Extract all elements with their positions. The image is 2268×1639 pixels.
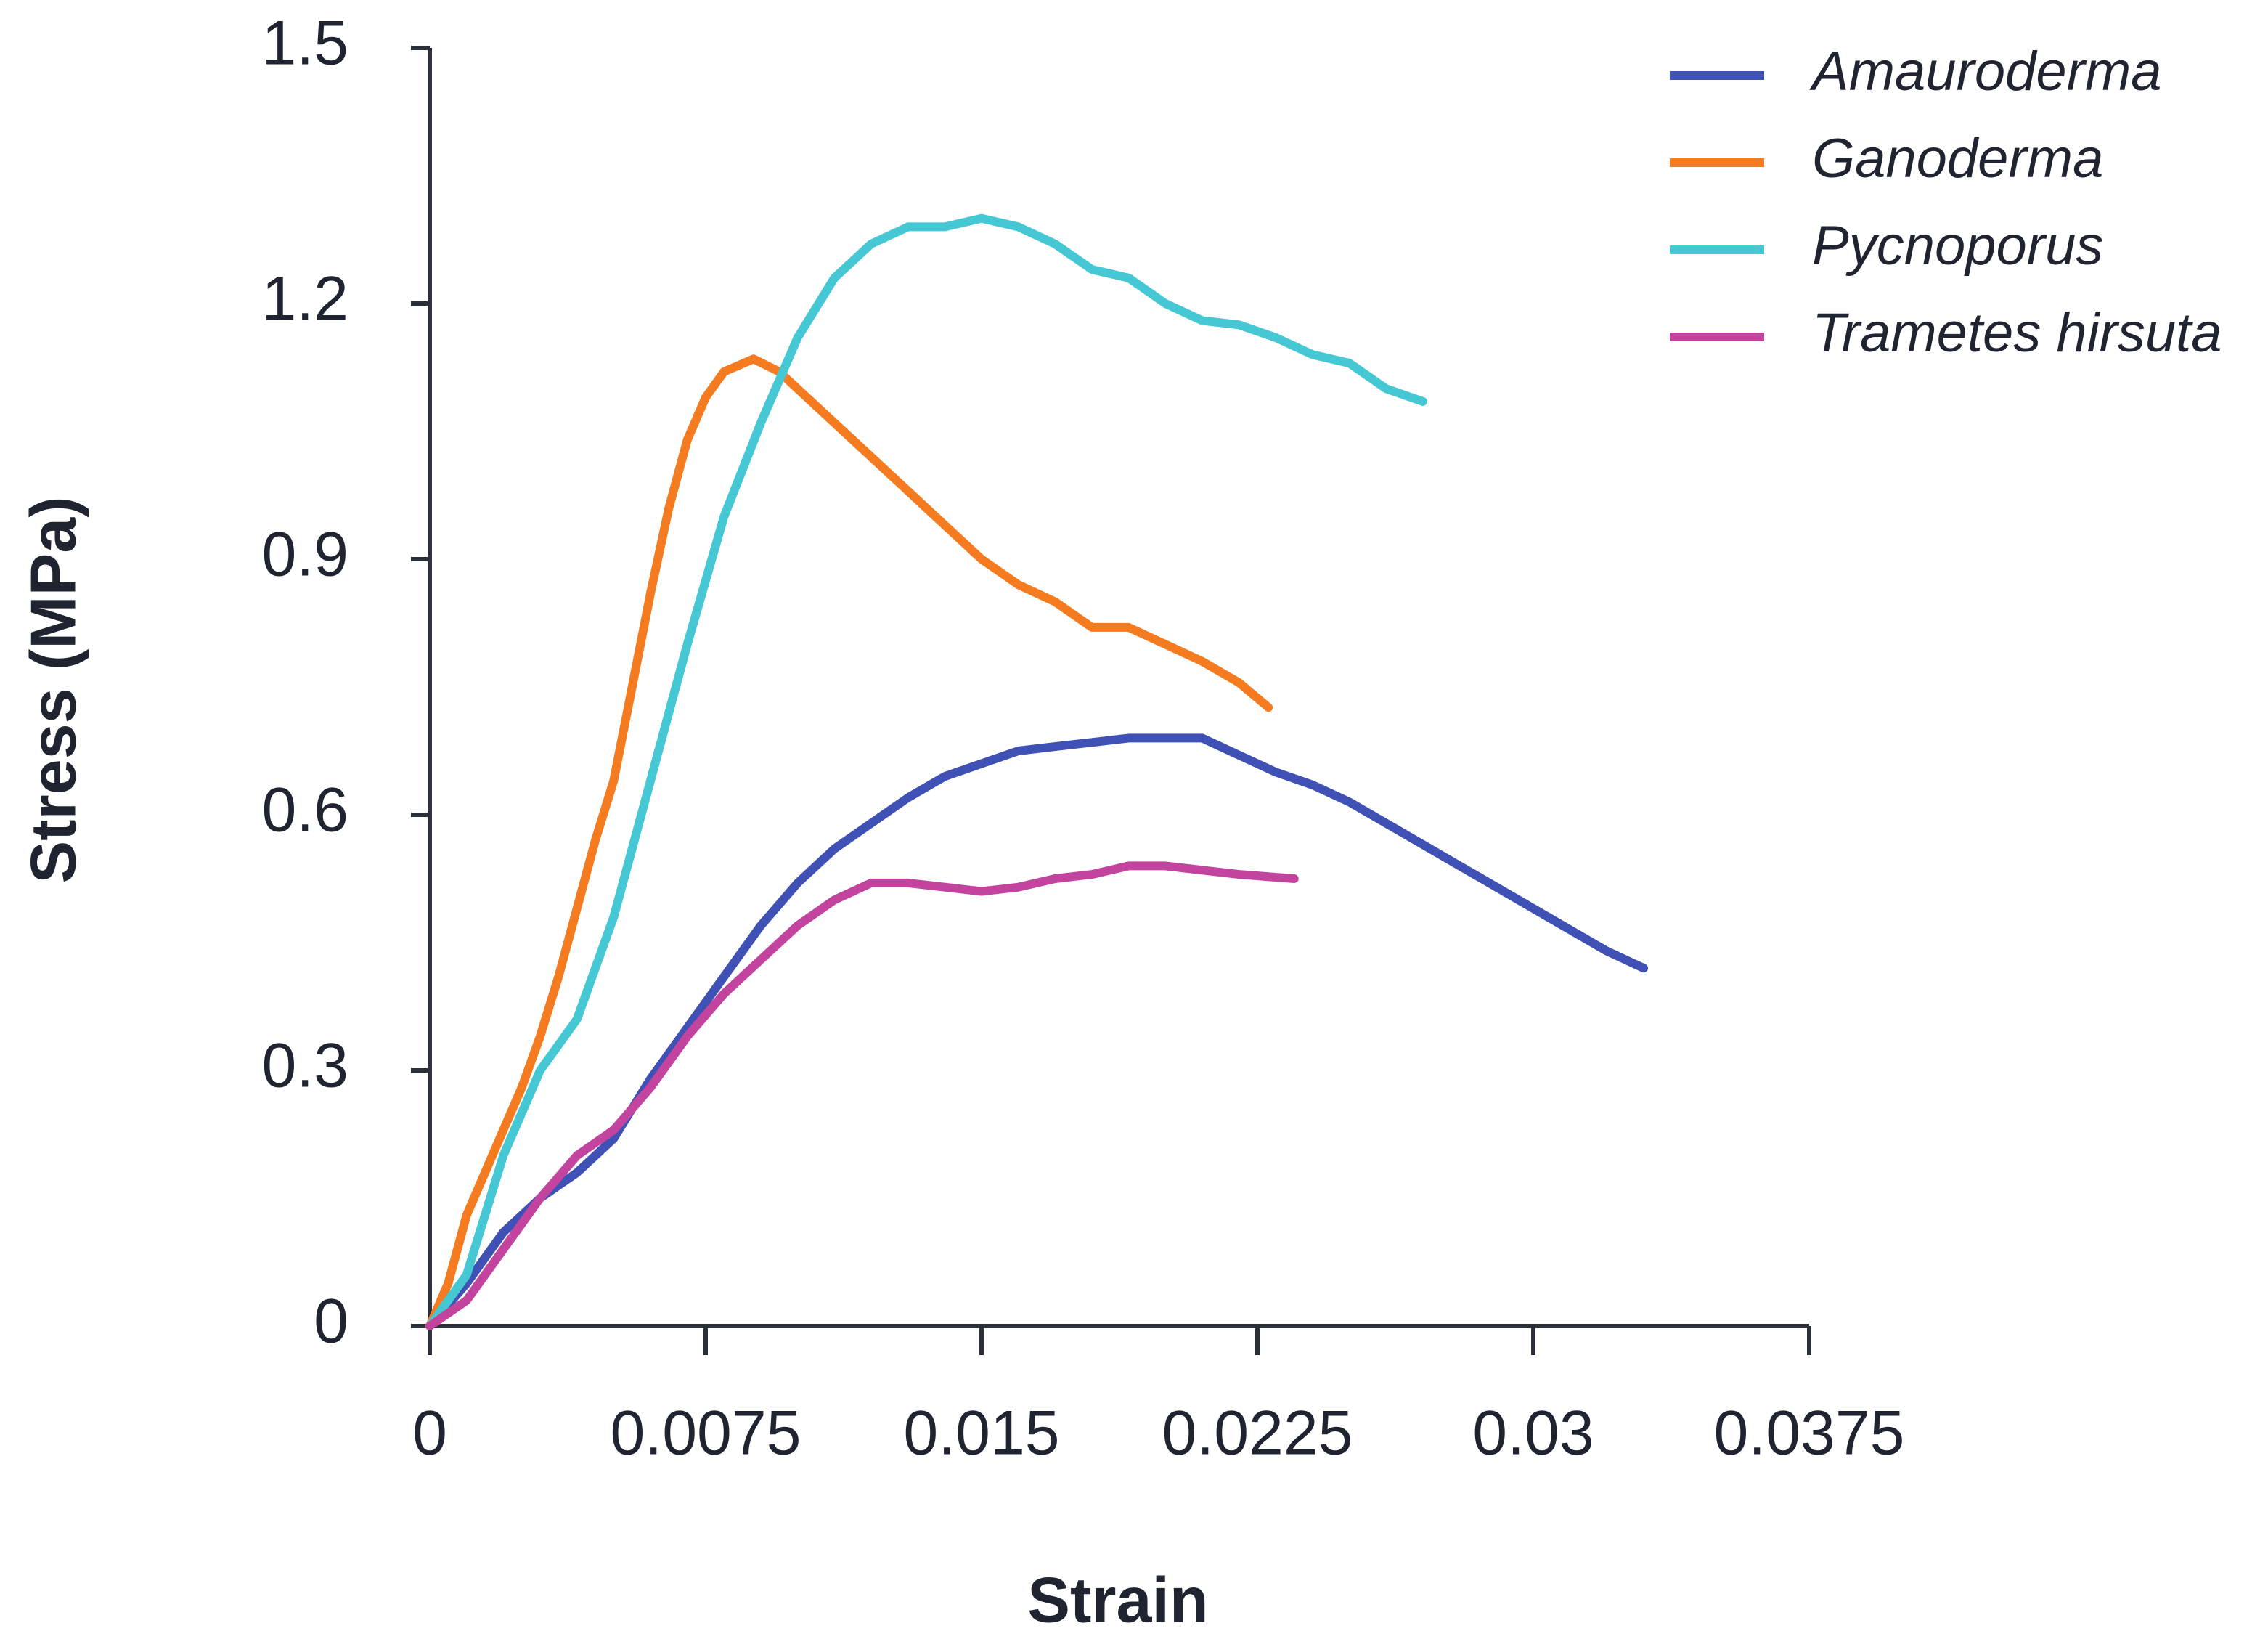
legend-label: Ganoderma: [1812, 128, 2103, 190]
series-line: [425, 733, 1648, 1330]
y-tick-label: 0.6: [261, 776, 348, 845]
y-tick-label: 1.2: [261, 264, 348, 334]
series-line: [425, 354, 1273, 1330]
x-tick-label: 0.0225: [1162, 1399, 1353, 1468]
y-axis-title: Stress (MPa): [17, 496, 89, 883]
legend-label: Pycnoporus: [1812, 215, 2103, 277]
legend-label: Amauroderma: [1809, 41, 2162, 102]
x-tick-label: 0.0075: [610, 1399, 801, 1468]
x-tick-label: 0.015: [903, 1399, 1059, 1468]
legend-label: Trametes hirsuta: [1812, 302, 2222, 364]
series-line: [425, 861, 1299, 1330]
series-line: [425, 213, 1427, 1330]
y-tick-label: 0.3: [261, 1031, 348, 1101]
x-axis-title: Strain: [1027, 1563, 1208, 1635]
y-tick-label: 0: [314, 1287, 348, 1357]
y-tick-label: 0.9: [261, 520, 348, 590]
y-tick-label: 1.5: [261, 9, 348, 78]
x-tick-label: 0.03: [1472, 1399, 1594, 1468]
x-tick-label: 0: [412, 1399, 447, 1468]
x-tick-label: 0.0375: [1713, 1399, 1904, 1468]
